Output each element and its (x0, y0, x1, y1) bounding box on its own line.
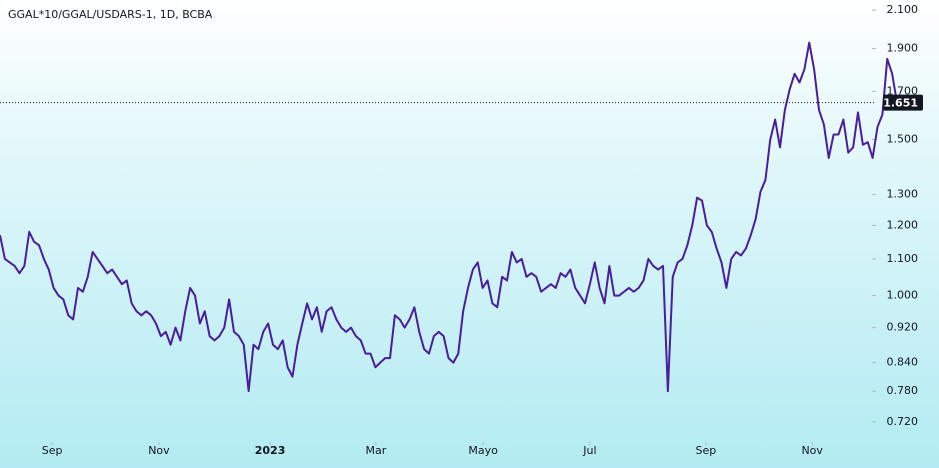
y-tick-label: 0.720 (887, 415, 919, 428)
price-label-box (883, 94, 923, 111)
y-tick-label: 2.100 (887, 3, 919, 16)
x-tick-label: Mar (365, 444, 386, 457)
y-tick-label: 1.900 (887, 42, 919, 55)
x-tick-label: Sep (42, 444, 63, 457)
x-tick-label: Jul (582, 444, 596, 457)
y-tick-label: 0.780 (887, 384, 919, 397)
x-tick-label: Nov (801, 444, 823, 457)
y-tick-label: 0.920 (887, 321, 919, 334)
x-tick-label: 2023 (255, 444, 286, 457)
x-tick-label: Nov (148, 444, 170, 457)
y-tick-label: 1.200 (887, 218, 919, 231)
price-label: 1.651 (883, 97, 918, 110)
chart-title: GGAL*10/GGAL/USDARS-1, 1D, BCBA (8, 8, 213, 21)
y-tick-label: 1.000 (887, 289, 919, 302)
y-tick-label: 1.500 (887, 133, 919, 146)
price-line (0, 41, 898, 393)
x-tick-label: Sep (696, 444, 717, 457)
x-tick-label: Mayo (468, 444, 498, 457)
y-tick-label: 1.100 (887, 252, 919, 265)
y-tick-label: 0.840 (887, 356, 919, 369)
y-tick-label: 1.300 (887, 188, 919, 201)
